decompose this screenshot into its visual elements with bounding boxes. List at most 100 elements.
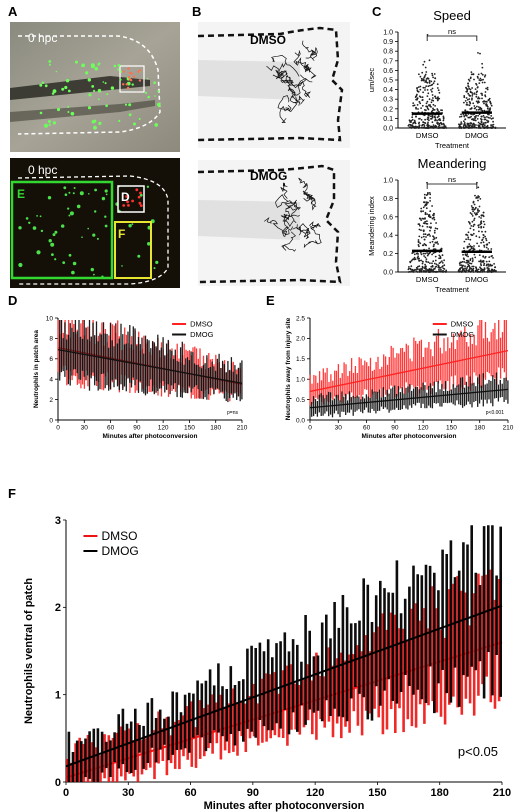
- x-axis-label: Minutes after photoconversion: [204, 800, 365, 812]
- data-point: [412, 122, 414, 125]
- data-point: [494, 127, 497, 129]
- data-point: [417, 108, 419, 110]
- neutrophil-track: [288, 74, 306, 96]
- data-point: [463, 240, 466, 243]
- data-point: [472, 201, 475, 204]
- data-point: [463, 127, 465, 129]
- data-point: [473, 105, 476, 107]
- data-point: [424, 197, 426, 200]
- data-point: [471, 95, 474, 97]
- data-point: [466, 104, 469, 106]
- data-point: [492, 120, 494, 123]
- data-point: [426, 118, 429, 120]
- data-point: [420, 119, 423, 121]
- data-point: [486, 86, 489, 89]
- data-point: [436, 98, 439, 100]
- neutrophil-track: [302, 190, 315, 202]
- data-point: [423, 267, 426, 269]
- data-point: [429, 241, 432, 244]
- data-point: [425, 102, 428, 105]
- data-point: [415, 127, 418, 129]
- data-point: [413, 119, 416, 122]
- data-point: [483, 264, 485, 267]
- data-point: [463, 115, 466, 118]
- data-point: [441, 260, 443, 262]
- data-point: [421, 99, 424, 101]
- region-f-label: F: [118, 227, 125, 241]
- data-point: [471, 269, 473, 271]
- data-point: [467, 78, 470, 81]
- data-point: [471, 215, 474, 217]
- neutrophil-dot: [104, 189, 108, 193]
- x-tick-label: 90: [391, 425, 399, 432]
- data-point: [478, 205, 481, 208]
- data-point: [431, 125, 434, 128]
- data-point: [481, 230, 483, 233]
- data-point: [485, 239, 488, 242]
- data-point: [466, 122, 469, 125]
- data-point: [473, 78, 475, 81]
- data-point: [467, 85, 469, 87]
- y-tick-label: 0: [49, 417, 53, 424]
- data-point: [472, 259, 474, 261]
- data-point: [441, 127, 443, 129]
- data-point: [481, 94, 484, 96]
- neutrophil-track: [272, 62, 287, 79]
- significance-bracket: [426, 35, 478, 41]
- data-point: [487, 116, 490, 119]
- data-point: [478, 245, 480, 248]
- x-tick-label: DMOG: [465, 131, 488, 140]
- data-point: [483, 271, 485, 273]
- data-point: [479, 77, 482, 80]
- data-point: [418, 257, 420, 260]
- data-point: [412, 104, 415, 107]
- data-point: [473, 126, 476, 129]
- data-point: [422, 206, 425, 209]
- data-point: [428, 226, 431, 229]
- data-point: [431, 264, 434, 267]
- data-point: [469, 262, 471, 265]
- data-point: [440, 121, 442, 124]
- data-point: [419, 85, 422, 88]
- data-point: [440, 270, 443, 273]
- data-point: [432, 124, 435, 126]
- data-point: [423, 60, 426, 63]
- neutrophil-track: [296, 227, 311, 238]
- data-point: [432, 99, 435, 102]
- data-point: [418, 101, 421, 103]
- data-point: [424, 221, 426, 223]
- data-point: [408, 119, 411, 122]
- data-point: [469, 248, 472, 251]
- neutrophil-dot: [18, 262, 23, 268]
- data-point: [420, 210, 422, 213]
- neutrophil-dot: [102, 81, 105, 83]
- data-point: [469, 88, 472, 91]
- data-point: [468, 100, 471, 103]
- data-point: [476, 86, 479, 89]
- x-tick-label: 150: [184, 425, 195, 432]
- data-point: [475, 84, 478, 86]
- photoconverted-dot: [138, 69, 142, 72]
- x-tick-label: 30: [335, 425, 343, 432]
- stat-label: p<0.05: [458, 744, 498, 759]
- data-point: [467, 255, 469, 258]
- data-point: [420, 259, 422, 262]
- data-point: [470, 233, 472, 236]
- data-point: [441, 262, 444, 264]
- x-tick-label: 60: [184, 787, 196, 799]
- neutrophil-dot: [71, 270, 75, 275]
- data-point: [458, 125, 461, 128]
- neutrophil-dot: [98, 121, 102, 125]
- data-point: [474, 126, 477, 129]
- panel-letter-e: E: [266, 293, 275, 308]
- x-tick-label: DMOG: [465, 275, 488, 284]
- data-point: [465, 87, 468, 90]
- data-point: [435, 125, 438, 128]
- x-axis-label: Minutes after photoconversion: [103, 433, 198, 440]
- data-point: [419, 242, 422, 245]
- data-point: [470, 107, 473, 110]
- data-point: [423, 229, 425, 232]
- data-point: [459, 270, 462, 273]
- data-point: [464, 126, 467, 129]
- data-point: [420, 107, 422, 109]
